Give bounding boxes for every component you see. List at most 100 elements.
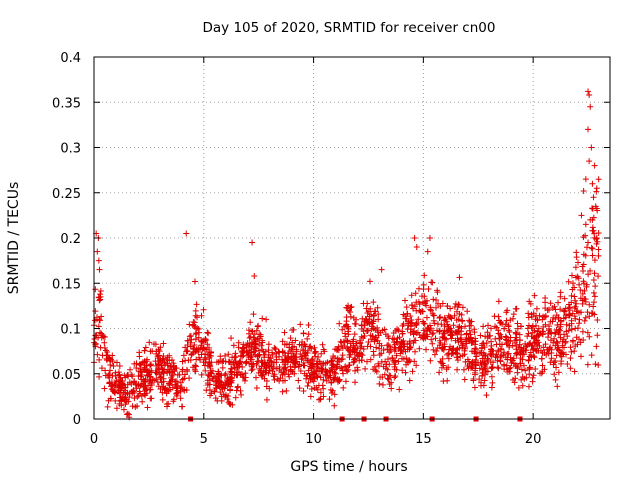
- data-point: [168, 356, 175, 363]
- data-point: [321, 348, 328, 355]
- data-point: [105, 372, 112, 379]
- data-point: [546, 306, 553, 313]
- data-point: [222, 380, 229, 387]
- data-point: [594, 316, 601, 323]
- data-point: [502, 321, 509, 328]
- data-point: [273, 365, 280, 372]
- data-point: [245, 354, 252, 361]
- y-tick-label: 0.15: [52, 277, 81, 292]
- data-point: [457, 353, 464, 360]
- data-point: [205, 344, 212, 351]
- data-point: [539, 328, 546, 335]
- data-point: [565, 312, 572, 319]
- data-point: [228, 369, 235, 376]
- data-point: [588, 310, 595, 317]
- data-point: [320, 376, 327, 383]
- data-point: [548, 355, 555, 362]
- data-point: [388, 385, 395, 392]
- data-point: [364, 309, 371, 316]
- data-point: [572, 325, 579, 332]
- data-point: [347, 304, 354, 311]
- data-point: [328, 357, 335, 364]
- data-point: [200, 306, 207, 313]
- data-point: [347, 308, 354, 315]
- data-point: [567, 355, 574, 362]
- data-point: [432, 304, 439, 311]
- data-point: [368, 326, 375, 333]
- data-point: [455, 301, 462, 308]
- data-point: [436, 328, 443, 335]
- data-point: [402, 369, 409, 376]
- data-point: [582, 176, 589, 183]
- data-point: [287, 335, 294, 342]
- data-point: [489, 379, 496, 386]
- data-point: [142, 344, 149, 351]
- data-point: [389, 335, 396, 342]
- data-point: [544, 346, 551, 353]
- data-point: [96, 356, 103, 363]
- data-point: [458, 338, 465, 345]
- data-point: [525, 356, 532, 363]
- data-point: [591, 270, 598, 277]
- data-point: [352, 379, 359, 386]
- data-point: [478, 345, 485, 352]
- data-point: [459, 342, 466, 349]
- data-point: [183, 230, 190, 237]
- data-point: [281, 361, 288, 368]
- data-point: [254, 352, 261, 359]
- data-point: [373, 368, 380, 375]
- data-point: [533, 332, 540, 339]
- data-point: [148, 361, 155, 368]
- data-point: [293, 348, 300, 355]
- y-tick-label: 0: [73, 413, 81, 428]
- data-point: [526, 365, 533, 372]
- data-point: [580, 261, 587, 268]
- data-point: [193, 301, 200, 308]
- data-point: [587, 267, 594, 274]
- data-point: [182, 371, 189, 378]
- data-point: [453, 346, 460, 353]
- data-point: [573, 300, 580, 307]
- data-point: [557, 352, 564, 359]
- data-point: [92, 341, 99, 348]
- data-point: [559, 338, 566, 345]
- data-point: [472, 335, 479, 342]
- data-point: [342, 363, 349, 370]
- data-point: [555, 369, 562, 376]
- data-point: [585, 239, 592, 246]
- data-point: [404, 310, 411, 317]
- data-point: [567, 365, 574, 372]
- data-point: [184, 347, 191, 354]
- data-point: [303, 375, 310, 382]
- data-point: [378, 266, 385, 273]
- data-point: [305, 367, 312, 374]
- data-point: [436, 315, 443, 322]
- data-point: [432, 335, 439, 342]
- data-point: [164, 403, 171, 410]
- y-tick-label: 0.1: [60, 323, 81, 338]
- data-point: [131, 395, 138, 402]
- data-point: [141, 347, 148, 354]
- data-point: [377, 374, 384, 381]
- data-point: [214, 397, 221, 404]
- data-point: [290, 326, 297, 333]
- data-point: [568, 348, 575, 355]
- data-point: [192, 336, 199, 343]
- x-tick-label: 5: [200, 432, 208, 447]
- data-point: [580, 234, 587, 241]
- data-point: [586, 158, 593, 165]
- data-point: [305, 321, 312, 328]
- data-point: [165, 400, 172, 407]
- data-point: [525, 322, 532, 329]
- data-point: [160, 353, 167, 360]
- data-point: [525, 314, 532, 321]
- data-point: [421, 272, 428, 279]
- data-point: [287, 363, 294, 370]
- data-point: [383, 361, 390, 368]
- data-point: [198, 371, 205, 378]
- data-point: [207, 363, 214, 370]
- data-point: [431, 351, 438, 358]
- data-point: [468, 318, 475, 325]
- data-point: [466, 358, 473, 365]
- data-point: [96, 317, 103, 324]
